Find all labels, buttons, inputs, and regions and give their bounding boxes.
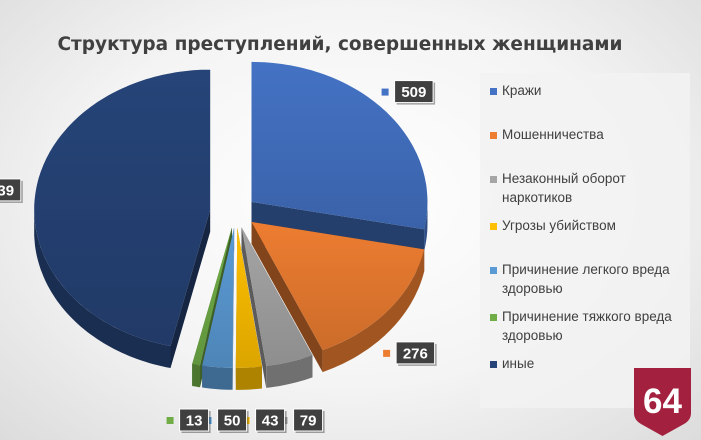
- legend-item-мошенничества: Мошенничества: [490, 127, 604, 142]
- data-label-причинение-тяжкого-вреда-здоровью: 13: [166, 408, 211, 433]
- legend-swatch: [490, 132, 497, 139]
- svg-text:43: 43: [262, 413, 279, 430]
- legend-box: [480, 73, 690, 408]
- chart-title: Структура преступлений, совершенных женщ…: [57, 34, 622, 55]
- legend-swatch: [490, 267, 497, 274]
- slice-угрозы-убийством: [235, 227, 262, 390]
- legend-item-причинение-тяжкого-вреда-здоровью: Причинение тяжкого вреда здоровью: [490, 309, 672, 343]
- legend-item-причинение-легкого-вреда-здоровью: Причинение легкого вреда здоровью: [490, 262, 670, 296]
- svg-text:13: 13: [186, 413, 203, 430]
- data-label-кражи: 509: [381, 80, 436, 105]
- legend-label: Угрозы убийством: [502, 218, 616, 233]
- legend-label: здоровью: [502, 328, 563, 343]
- legend-label: здоровью: [502, 281, 563, 296]
- data-label-угрозы-убийством: 43: [242, 408, 287, 433]
- legend-swatch: [490, 88, 497, 95]
- legend-item-иные: иные: [490, 356, 534, 371]
- svg-text:79: 79: [300, 413, 317, 430]
- legend-item-кражи: Кражи: [490, 83, 541, 98]
- legend-label: Незаконный оборот: [502, 171, 626, 186]
- slice-кражи: [251, 61, 428, 252]
- legend-swatch: [490, 176, 497, 183]
- legend-label: Кражи: [502, 83, 541, 98]
- data-label-мошенничества: 276: [383, 341, 437, 366]
- data-label-незаконный-оборот-наркотиков: 79: [280, 408, 325, 433]
- legend-swatch: [490, 223, 497, 230]
- slice-иные: [34, 69, 211, 368]
- legend-label: Причинение легкого вреда: [502, 262, 670, 277]
- data-labels: 509 276 79 43 50 13 839: [0, 80, 437, 433]
- legend-swatch: [490, 314, 497, 321]
- legend-label: иные: [502, 356, 534, 371]
- badge-shield-icon: [634, 368, 691, 436]
- legend-label: Причинение тяжкого вреда: [502, 309, 672, 324]
- legend-item-незаконный-оборот-наркотиков: Незаконный оборот наркотиков: [490, 171, 626, 205]
- svg-text:509: 509: [401, 84, 426, 101]
- slice-незаконный-оборот-наркотиков: [241, 227, 313, 388]
- legend-swatch: [490, 361, 497, 368]
- legend: Кражи Мошенничества Незаконный оборот нарко…: [480, 73, 690, 408]
- legend-label: наркотиков: [502, 190, 572, 205]
- data-label-иные: 839: [0, 178, 23, 203]
- slice-причинение-легкого-вреда-здоровью: [202, 227, 235, 390]
- legend-item-угрозы-убийством: Угрозы убийством: [490, 218, 616, 233]
- slice-мошенничества: [251, 222, 425, 373]
- svg-text:276: 276: [403, 345, 428, 362]
- pie-slices: [34, 61, 428, 390]
- site-badge: 64: [634, 368, 691, 436]
- legend-label: Мошенничества: [502, 127, 604, 142]
- badge-text: 64: [643, 382, 682, 421]
- data-label-причинение-легкого-вреда-здоровью: 50: [204, 408, 249, 433]
- svg-text:50: 50: [224, 413, 241, 430]
- svg-text:839: 839: [0, 182, 14, 199]
